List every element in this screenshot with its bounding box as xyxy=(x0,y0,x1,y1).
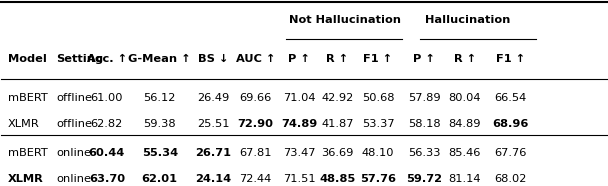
Text: 60.44: 60.44 xyxy=(89,148,125,158)
Text: BS ↓: BS ↓ xyxy=(198,54,228,64)
Text: R ↑: R ↑ xyxy=(454,54,476,64)
Text: online: online xyxy=(57,148,91,158)
Text: mBERT: mBERT xyxy=(8,93,47,103)
Text: 74.89: 74.89 xyxy=(281,119,317,129)
Text: 59.38: 59.38 xyxy=(143,119,176,129)
Text: 57.76: 57.76 xyxy=(360,174,396,184)
Text: 71.04: 71.04 xyxy=(283,93,316,103)
Text: 63.70: 63.70 xyxy=(89,174,125,184)
Text: XLMR: XLMR xyxy=(8,119,40,129)
Text: F1 ↑: F1 ↑ xyxy=(364,54,393,64)
Text: mBERT: mBERT xyxy=(8,148,47,158)
Text: 80.04: 80.04 xyxy=(449,93,481,103)
Text: Hallucination: Hallucination xyxy=(425,15,511,25)
Text: 26.49: 26.49 xyxy=(197,93,229,103)
Text: G-Mean ↑: G-Mean ↑ xyxy=(128,54,191,64)
Text: 56.12: 56.12 xyxy=(143,93,176,103)
Text: 73.47: 73.47 xyxy=(283,148,316,158)
Text: 53.37: 53.37 xyxy=(362,119,395,129)
Text: 67.81: 67.81 xyxy=(239,148,272,158)
Text: 57.89: 57.89 xyxy=(408,93,440,103)
Text: 68.96: 68.96 xyxy=(492,119,528,129)
Text: 66.54: 66.54 xyxy=(494,93,527,103)
Text: 48.10: 48.10 xyxy=(362,148,394,158)
Text: Model: Model xyxy=(8,54,47,64)
Text: 36.69: 36.69 xyxy=(321,148,353,158)
Text: 55.34: 55.34 xyxy=(142,148,178,158)
Text: 67.76: 67.76 xyxy=(494,148,527,158)
Text: 84.89: 84.89 xyxy=(449,119,481,129)
Text: online: online xyxy=(57,174,91,184)
Text: XLMR: XLMR xyxy=(8,174,44,184)
Text: 41.87: 41.87 xyxy=(321,119,354,129)
Text: R ↑: R ↑ xyxy=(326,54,348,64)
Text: 50.68: 50.68 xyxy=(362,93,394,103)
Text: Acc. ↑: Acc. ↑ xyxy=(87,54,127,64)
Text: 72.90: 72.90 xyxy=(238,119,274,129)
Text: F1 ↑: F1 ↑ xyxy=(496,54,525,64)
Text: P ↑: P ↑ xyxy=(288,54,310,64)
Text: 25.51: 25.51 xyxy=(197,119,229,129)
Text: 81.14: 81.14 xyxy=(449,174,481,184)
Text: P ↑: P ↑ xyxy=(413,54,435,64)
Text: 59.72: 59.72 xyxy=(406,174,442,184)
Text: 58.18: 58.18 xyxy=(408,119,440,129)
Text: Not Hallucination: Not Hallucination xyxy=(289,15,401,25)
Text: Setting: Setting xyxy=(57,54,103,64)
Text: 85.46: 85.46 xyxy=(449,148,481,158)
Text: 61.00: 61.00 xyxy=(91,93,123,103)
Text: 48.85: 48.85 xyxy=(319,174,356,184)
Text: 24.14: 24.14 xyxy=(195,174,231,184)
Text: 69.66: 69.66 xyxy=(240,93,272,103)
Text: 62.82: 62.82 xyxy=(91,119,123,129)
Text: offline: offline xyxy=(57,119,92,129)
Text: 42.92: 42.92 xyxy=(321,93,353,103)
Text: AUC ↑: AUC ↑ xyxy=(236,54,275,64)
Text: 68.02: 68.02 xyxy=(494,174,527,184)
Text: 71.51: 71.51 xyxy=(283,174,316,184)
Text: 62.01: 62.01 xyxy=(142,174,178,184)
Text: 26.71: 26.71 xyxy=(195,148,231,158)
Text: offline: offline xyxy=(57,93,92,103)
Text: 72.44: 72.44 xyxy=(240,174,272,184)
Text: 56.33: 56.33 xyxy=(408,148,440,158)
